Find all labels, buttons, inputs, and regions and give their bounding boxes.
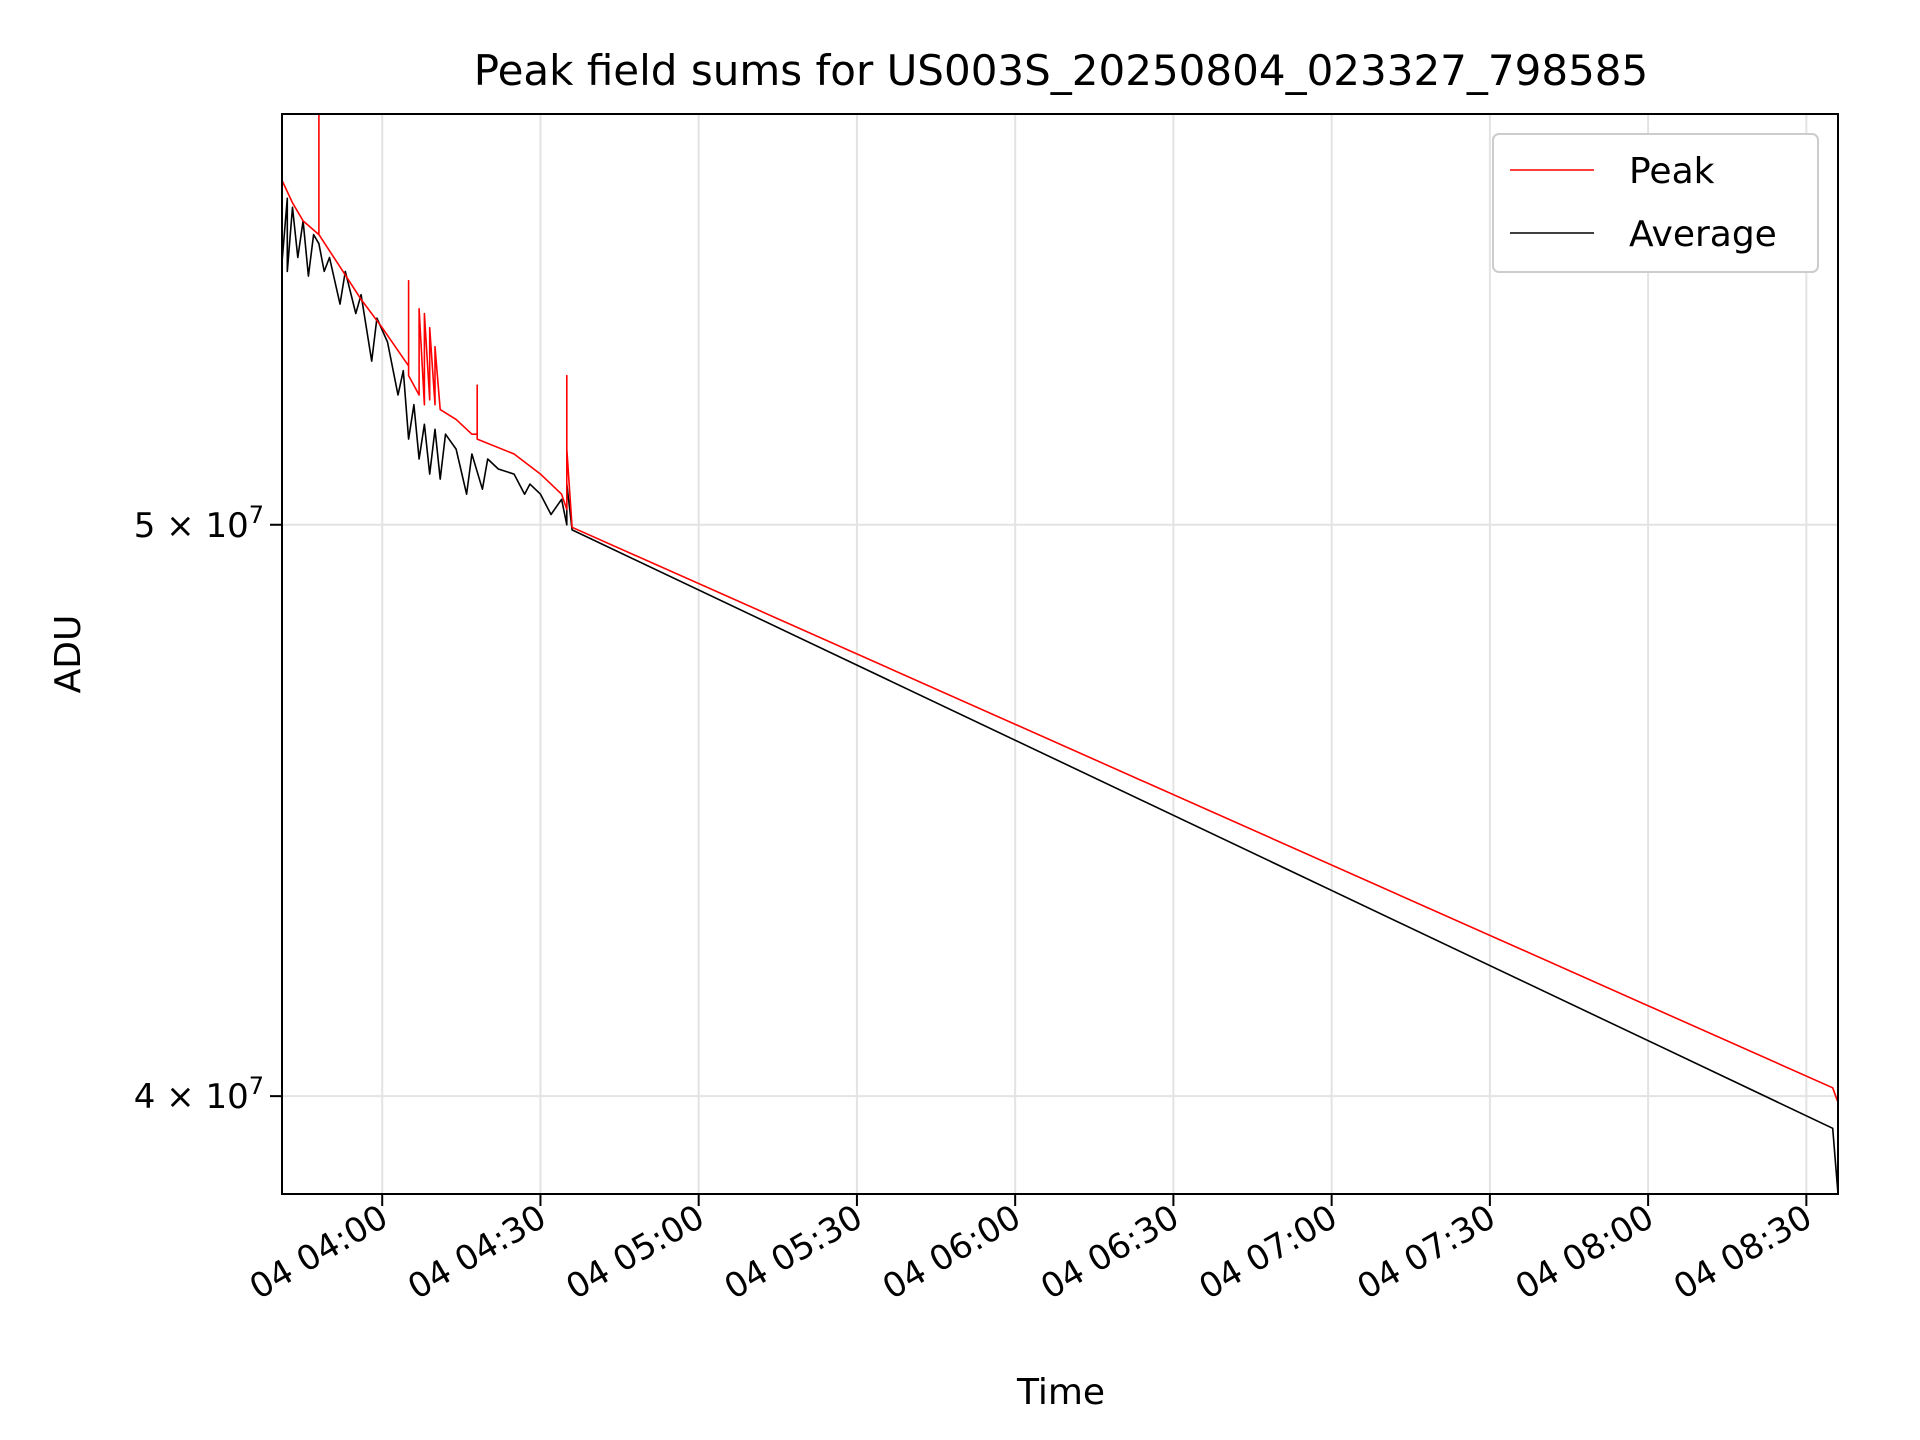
y-axis-label: ADU	[48, 615, 89, 694]
legend-label-average: Average	[1629, 214, 1777, 255]
legend-label-peak: Peak	[1629, 151, 1715, 192]
series-line-peak	[282, 114, 1838, 1103]
x-axis-label: Time	[1016, 1372, 1105, 1413]
chart-title: Peak field sums for US003S_20250804_0233…	[474, 46, 1648, 95]
series-layer	[282, 114, 1838, 1194]
y-tick-label: 4 × 107	[134, 1072, 264, 1117]
grid	[282, 114, 1838, 1194]
legend: Peak Average	[1492, 133, 1819, 273]
y-tick-label: 5 × 107	[134, 501, 264, 546]
plot-frame	[281, 113, 1839, 1195]
series-line-average	[282, 193, 1838, 1194]
legend-box	[1492, 133, 1819, 273]
